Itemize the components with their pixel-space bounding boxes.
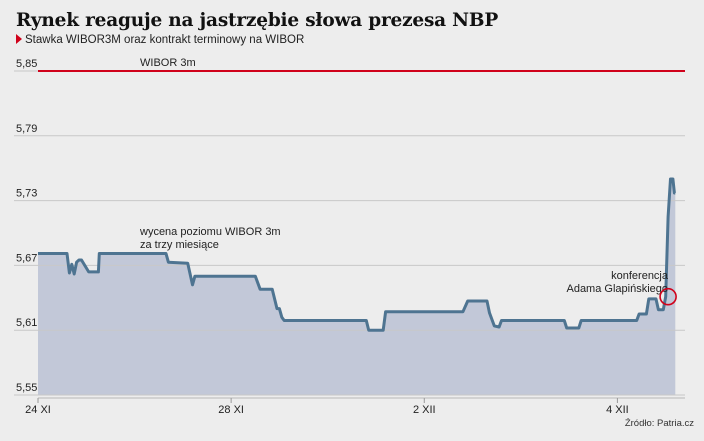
y-tick-label: 5,79	[16, 123, 37, 135]
area-fill	[38, 179, 676, 395]
chart-subtitle: Stawka WIBOR3M oraz kontrakt terminowy n…	[16, 34, 304, 46]
annotation-konferencja: konferencja	[611, 270, 669, 282]
x-tick-label: 4 XII	[606, 404, 629, 416]
y-tick-label: 5,61	[16, 317, 37, 329]
wibor-3m-label: WIBOR 3m	[140, 57, 196, 69]
y-tick-label: 5,85	[16, 58, 37, 70]
x-tick-label: 28 XI	[218, 404, 244, 416]
triangle-bullet-icon	[16, 34, 22, 44]
annotation-wycena: za trzy miesiące	[140, 239, 219, 251]
x-tick-label: 24 XI	[25, 404, 51, 416]
chart-title: Rynek reaguje na jastrzębie słowa prezes…	[16, 10, 499, 31]
source-note: Źródło: Patria.cz	[624, 418, 694, 429]
conference-marker	[659, 287, 677, 306]
x-tick-label: 2 XII	[413, 404, 436, 416]
annotation-wycena: wycena poziomu WIBOR 3m	[139, 226, 281, 238]
annotation-konferencja: Adama Glapińskiego	[566, 283, 668, 295]
futures-line	[38, 177, 676, 332]
y-tick-label: 5,55	[16, 382, 37, 394]
y-tick-label: 5,67	[16, 252, 37, 264]
chart-subtitle-text: Stawka WIBOR3M oraz kontrakt terminowy n…	[25, 34, 305, 46]
y-tick-label: 5,73	[16, 188, 37, 200]
